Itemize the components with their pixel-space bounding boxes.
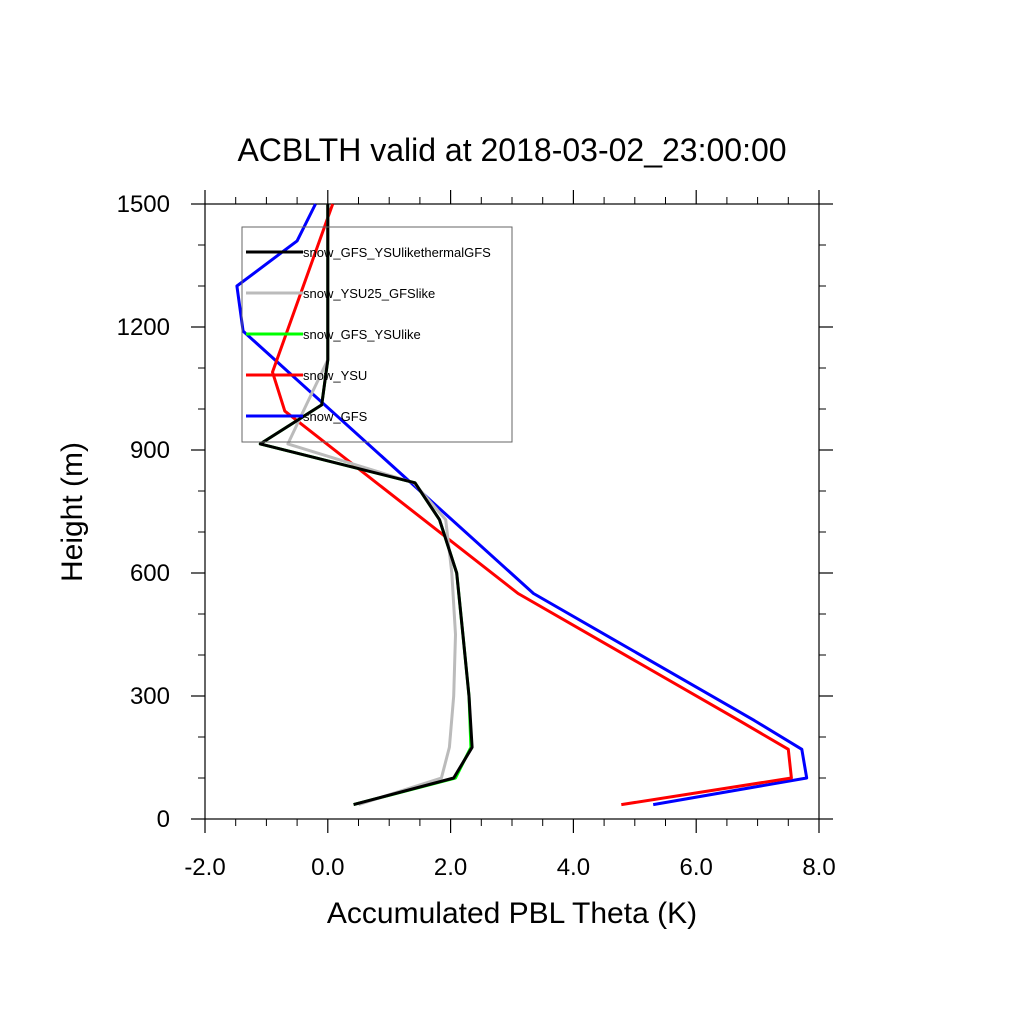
y-axis-label: Height (m) — [56, 442, 89, 582]
legend-label: snow_GFS_YSUlike — [303, 327, 421, 342]
y-tick-label: 0 — [157, 806, 170, 833]
series-line-snow_GFS_YSUlikethermalGFS — [258, 204, 474, 807]
series-line-snow_GFS — [235, 203, 809, 807]
chart-title: ACBLTH valid at 2018-03-02_23:00:00 — [237, 132, 786, 168]
x-tick-label: -2.0 — [184, 854, 225, 881]
series-line-snow_YSU — [271, 203, 793, 807]
x-tick-label: 6.0 — [680, 854, 713, 881]
x-tick-label: 8.0 — [802, 854, 835, 881]
y-tick-label: 600 — [130, 560, 170, 587]
legend-label: snow_GFS_YSUlikethermalGFS — [303, 245, 491, 260]
axes: -2.0 0.0 2.0 4.0 6.0 8.0 0 300 600 900 1200 1500 — [117, 190, 836, 881]
y-tick-label: 300 — [130, 683, 170, 710]
legend: snow_GFS_YSUlikethermalGFS snow_YSU25_GFS… — [241, 226, 513, 443]
series-lines — [235, 203, 809, 807]
x-axis-label: Accumulated PBL Theta (K) — [327, 897, 697, 930]
y-tick-label: 900 — [130, 437, 170, 464]
x-tick-label: 4.0 — [557, 854, 590, 881]
legend-box — [241, 226, 513, 443]
y-tick-label: 1200 — [117, 314, 170, 341]
legend-label: snow_YSU25_GFSlike — [303, 286, 435, 301]
x-tick-label: 2.0 — [434, 854, 467, 881]
y-tick-label: 1500 — [117, 191, 170, 218]
legend-label: snow_GFS — [303, 409, 368, 424]
x-tick-label: 0.0 — [311, 854, 344, 881]
legend-label: snow_YSU — [303, 368, 367, 383]
